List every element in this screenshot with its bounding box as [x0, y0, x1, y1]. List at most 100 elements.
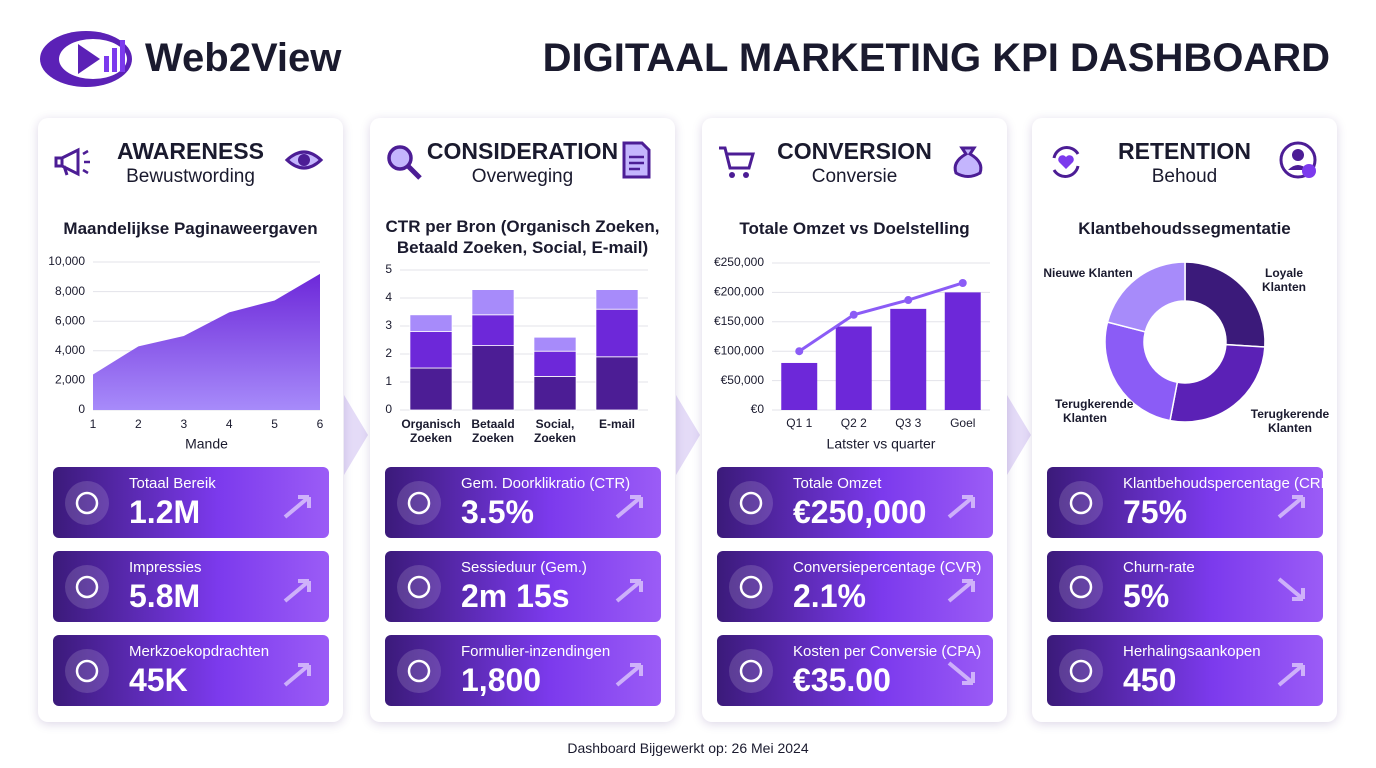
bar-segment: [409, 331, 453, 369]
kpi-card: Sessieduur (Gem.) 2m 15s: [385, 551, 661, 622]
kpi-label: Impressies: [129, 559, 202, 576]
x-tick-label: E-mail: [598, 417, 635, 431]
slice-label: Loyale Klanten: [1261, 266, 1306, 294]
panel-title: RETENTION: [1118, 138, 1251, 164]
panel-icon: [1279, 141, 1317, 179]
panel-title: CONVERSION: [777, 138, 932, 164]
x-tick-label: 6: [317, 417, 324, 431]
trend-arrow: [947, 661, 975, 685]
kpi-card: Merkzoekopdrachten 45K: [53, 635, 329, 706]
chart: [1104, 261, 1266, 423]
kpi-label: Herhalingsaankopen: [1123, 643, 1261, 660]
y-tick-label: 6,000: [55, 313, 85, 327]
x-tick-label: Q3 3: [895, 416, 921, 430]
bar-segment: [595, 356, 639, 411]
panel-icon: [54, 147, 90, 177]
panel-subtitle: Bewustwording: [126, 166, 255, 187]
y-tick-label: €150,000: [714, 314, 764, 328]
kpi-label: Merkzoekopdrachten: [129, 643, 270, 660]
line-point: [904, 296, 913, 305]
kpi-value: 1.2M: [129, 494, 201, 530]
panel-title: AWARENESS: [117, 138, 264, 164]
x-tick-label: Betaald Zoeken: [471, 417, 515, 445]
x-tick-label: Social, Zoeken: [533, 417, 576, 445]
trend-arrow: [947, 495, 975, 519]
kpi-icon: [729, 481, 773, 525]
y-tick-label: €0: [751, 402, 765, 416]
kpi-card: Formulier-inzendingen 1,800: [385, 635, 661, 706]
kpi-label: Gem. Doorklikratio (CTR): [461, 475, 631, 492]
bar-segment: [409, 367, 453, 411]
line: [798, 281, 964, 353]
bar-segment: [533, 350, 577, 377]
kpi-icon: [397, 481, 441, 525]
trend-arrow: [283, 579, 311, 603]
x-tick-label: 3: [180, 417, 187, 431]
kpi-label: Sessieduur (Gem.): [461, 559, 587, 576]
kpi-icon: [729, 565, 773, 609]
kpi-label: Conversiepercentage (CVR): [793, 559, 982, 576]
trend-arrow: [615, 663, 643, 687]
x-axis-label: Mande: [185, 436, 228, 452]
kpi-label: Totaal Bereik: [129, 475, 216, 492]
bar-segment: [533, 336, 577, 352]
kpi-card: Klantbehoudspercentage (CRR) 75%: [1047, 467, 1336, 538]
kpi-label: Churn-rate: [1123, 559, 1195, 576]
panel: CONVERSION Conversie Totale Omzet €250,000 C…: [702, 118, 1007, 722]
x-tick-label: 5: [271, 417, 278, 431]
kpi-icon: [729, 649, 773, 693]
kpi-value: 2.1%: [793, 578, 866, 614]
chart: 0 2,000 4,000 6,000 8,000 10,000 1 2 3 4 5 6 Mande: [48, 254, 324, 452]
panel-subtitle: Overweging: [471, 166, 574, 187]
bar: [890, 308, 927, 410]
kpi-value: €250,000: [793, 494, 927, 530]
donut-slice: [1184, 261, 1266, 348]
panel-icon: [1052, 146, 1080, 178]
kpi-value: €35.00: [793, 662, 891, 698]
kpi-icon: [65, 649, 109, 693]
x-axis-label: Latster vs quarter: [827, 436, 936, 452]
kpi-card: Conversiepercentage (CVR) 2.1%: [717, 551, 993, 622]
panel: RETENTION Behoud Klantbehoudspercentage (C…: [1032, 118, 1337, 722]
chart-title: CTR per Bron (Organisch Zoeken, Betaald …: [385, 217, 660, 257]
chart-title: Totale Omzet vs Doelstelling: [739, 219, 970, 238]
panel-icon: [284, 150, 324, 170]
line-point: [958, 278, 967, 287]
kpi-label: Formulier-inzendingen: [461, 643, 611, 660]
kpi-icon: [1059, 649, 1103, 693]
y-tick-label: 0: [78, 402, 85, 416]
logo-text: Web2View: [145, 36, 342, 80]
bar-segment: [471, 345, 515, 411]
y-tick-label: 0: [385, 402, 392, 416]
logo-icon: [40, 31, 132, 87]
chart: 0 1 2 3 4 5: [385, 262, 648, 416]
panel: AWARENESS Bewustwording Totaal Bereik 1.2M I…: [38, 118, 343, 722]
bar: [944, 292, 981, 410]
panel: CONSIDERATION Overweging Gem. Doorklikrati…: [370, 118, 675, 722]
slice-label: Nieuwe Klanten: [1043, 266, 1133, 280]
donut-slice: [1104, 321, 1179, 422]
x-tick-label: Organisch Zoeken: [401, 417, 461, 445]
donut-slice: [1169, 343, 1266, 423]
kpi-label: Klantbehoudspercentage (CRR): [1123, 475, 1337, 492]
kpi-card: Herhalingsaankopen 450: [1047, 635, 1323, 706]
kpi-label: Kosten per Conversie (CPA): [793, 643, 982, 660]
kpi-card: Churn-rate 5%: [1047, 551, 1323, 622]
donut-slice: [1106, 261, 1186, 333]
kpi-icon: [65, 565, 109, 609]
y-tick-label: 10,000: [48, 254, 85, 268]
kpi-card: Totale Omzet €250,000: [717, 467, 993, 538]
chart-title: Maandelijkse Paginaweergaven: [63, 219, 318, 238]
bar-segment: [471, 314, 515, 347]
y-tick-label: 3: [385, 318, 392, 332]
y-tick-label: 5: [385, 262, 392, 276]
slice-label: Terugkerende Klanten: [1055, 397, 1134, 425]
kpi-value: 45K: [129, 662, 188, 698]
y-tick-label: 2: [385, 346, 392, 360]
x-tick-label: 1: [90, 417, 97, 431]
kpi-value: 5%: [1123, 578, 1170, 614]
y-tick-label: 1: [385, 374, 392, 388]
panel-icon: [622, 141, 651, 179]
panel-icon: [387, 145, 422, 180]
